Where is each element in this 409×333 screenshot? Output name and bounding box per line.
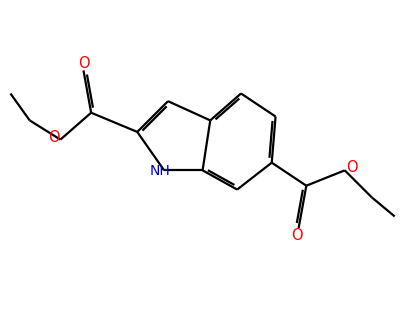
Text: O: O (79, 56, 90, 71)
Text: O: O (346, 160, 358, 175)
Text: O: O (48, 130, 59, 145)
Text: NH: NH (149, 164, 170, 178)
Text: O: O (291, 228, 303, 243)
